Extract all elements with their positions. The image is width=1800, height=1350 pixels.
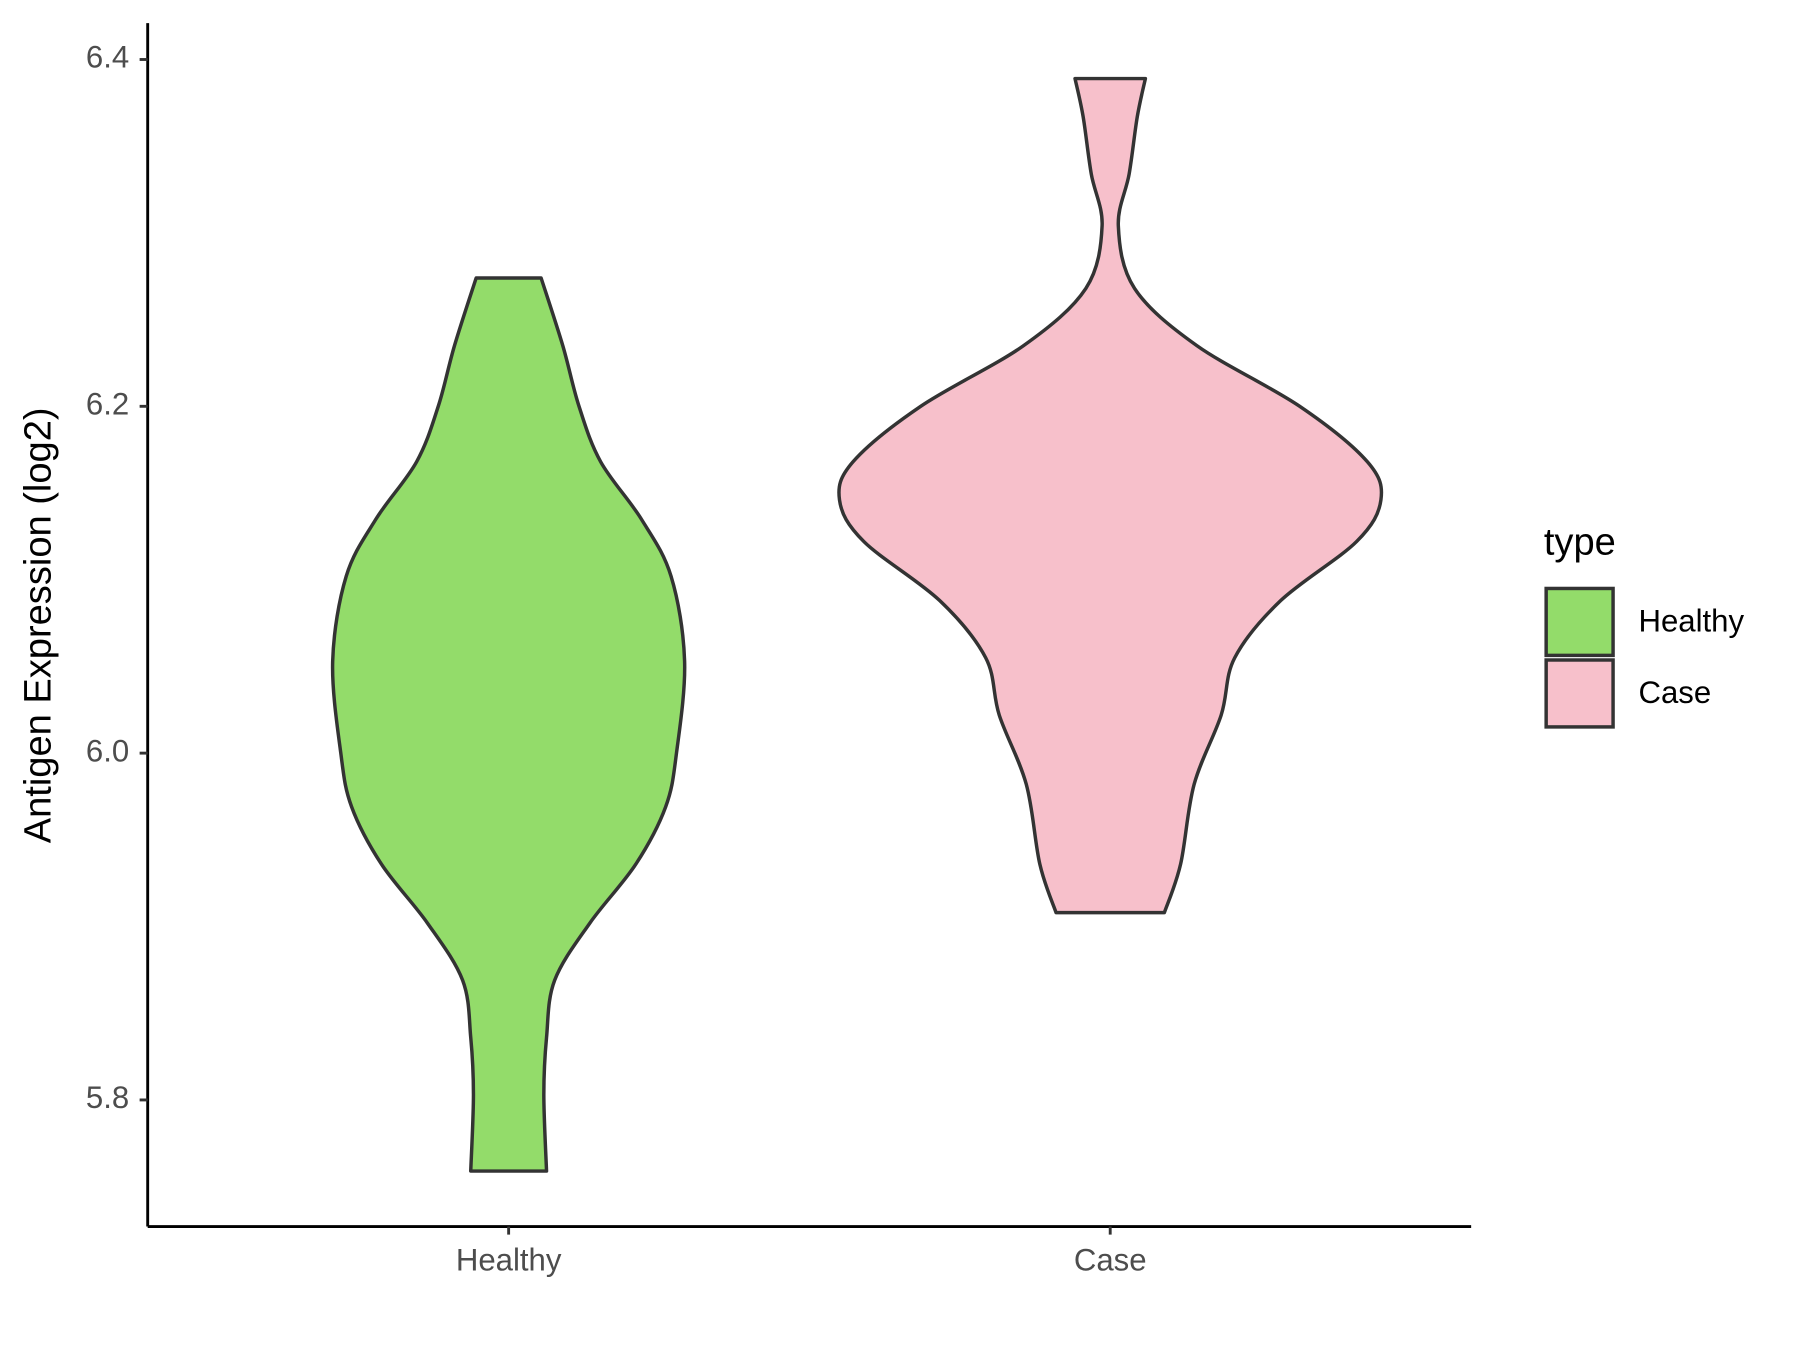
legend-label: Healthy xyxy=(1638,603,1744,638)
y-tick-label: 6.2 xyxy=(86,387,129,422)
x-tick-label: Case xyxy=(1074,1243,1147,1278)
violin xyxy=(837,76,1384,915)
y-tick-label: 6.0 xyxy=(86,733,129,768)
x-tick-label: Healthy xyxy=(456,1243,562,1278)
y-tick-label: 5.8 xyxy=(86,1080,129,1115)
legend-title: type xyxy=(1544,522,1616,564)
legend-label: Case xyxy=(1638,675,1711,710)
violin xyxy=(330,276,687,1173)
legend-key xyxy=(1544,586,1615,658)
y-tick-label: 6.4 xyxy=(86,40,129,75)
y-axis-title: Antigen Expression (log2) xyxy=(17,407,59,843)
legend-key xyxy=(1544,658,1615,729)
